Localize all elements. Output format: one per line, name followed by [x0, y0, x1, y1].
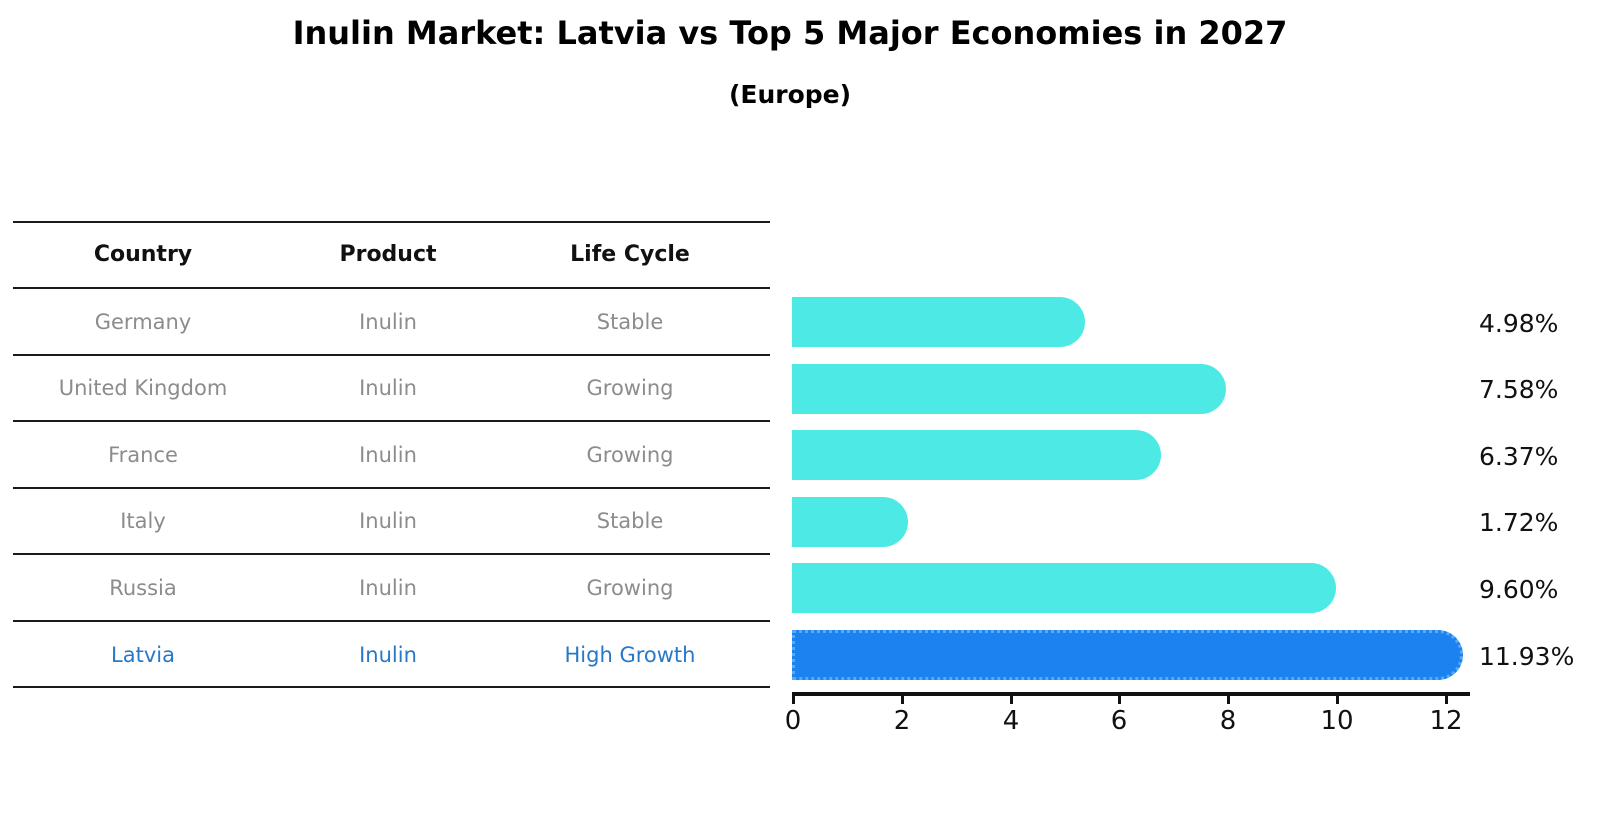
cell-product: Inulin: [359, 443, 417, 467]
table-border-header: [13, 287, 770, 289]
value-label-russia: 9.60%: [1479, 575, 1559, 604]
table-border-top: [13, 221, 770, 223]
x-axis-tick: [792, 694, 795, 704]
column-header-life-cycle: Life Cycle: [570, 242, 690, 267]
table-border-bottom: [13, 686, 770, 688]
x-axis-tick: [1010, 694, 1013, 704]
cell-country: Germany: [94, 310, 192, 334]
cell-life-cycle: Growing: [586, 376, 674, 400]
cell-life-cycle: Stable: [596, 310, 664, 334]
value-label-latvia: 11.93%: [1479, 642, 1575, 671]
table-row-divider: [13, 620, 770, 622]
x-axis-tick: [1445, 694, 1448, 704]
x-axis-tick-label: 12: [1429, 706, 1463, 736]
x-axis-tick: [1118, 694, 1121, 704]
cell-country: United Kingdom: [58, 376, 228, 400]
value-label-germany: 4.98%: [1479, 309, 1559, 338]
bar-russia: [792, 563, 1336, 613]
cell-product: Inulin: [359, 310, 417, 334]
cell-life-cycle: Growing: [586, 576, 674, 600]
value-label-italy: 1.72%: [1479, 508, 1559, 537]
table-row-divider: [13, 354, 770, 356]
x-axis-tick-label: 0: [784, 706, 802, 736]
x-axis-tick: [901, 694, 904, 704]
cell-life-cycle: Stable: [596, 509, 664, 533]
cell-country: Italy: [120, 509, 166, 533]
chart-title: Inulin Market: Latvia vs Top 5 Major Eco…: [292, 14, 1288, 52]
bar-germany: [792, 297, 1085, 347]
x-axis-tick-label: 6: [1110, 706, 1128, 736]
x-axis-tick-label: 10: [1320, 706, 1354, 736]
cell-product: Inulin: [359, 643, 417, 667]
x-axis-tick-label: 2: [893, 706, 911, 736]
cell-life-cycle: Growing: [586, 443, 674, 467]
x-axis-tick-label: 8: [1219, 706, 1237, 736]
cell-country: Latvia: [111, 643, 175, 667]
table-row-divider: [13, 487, 770, 489]
cell-country: France: [108, 443, 178, 467]
cell-life-cycle: High Growth: [564, 643, 696, 667]
x-axis-tick-label: 4: [1002, 706, 1020, 736]
table-row-divider: [13, 420, 770, 422]
x-axis-tick: [1336, 694, 1339, 704]
bar-italy: [792, 497, 908, 547]
x-axis-tick: [1227, 694, 1230, 704]
bar-united-kingdom: [792, 364, 1226, 414]
column-header-country: Country: [93, 242, 193, 267]
value-label-france: 6.37%: [1479, 442, 1559, 471]
column-header-product: Product: [339, 242, 437, 267]
x-axis-line: [792, 692, 1470, 696]
cell-product: Inulin: [359, 376, 417, 400]
chart-subtitle: (Europe): [728, 80, 852, 109]
cell-country: Russia: [109, 576, 177, 600]
bar-france: [792, 430, 1161, 480]
table-row-divider: [13, 553, 770, 555]
bar-latvia: [792, 630, 1463, 680]
value-label-united-kingdom: 7.58%: [1479, 375, 1559, 404]
cell-product: Inulin: [359, 576, 417, 600]
cell-product: Inulin: [359, 509, 417, 533]
